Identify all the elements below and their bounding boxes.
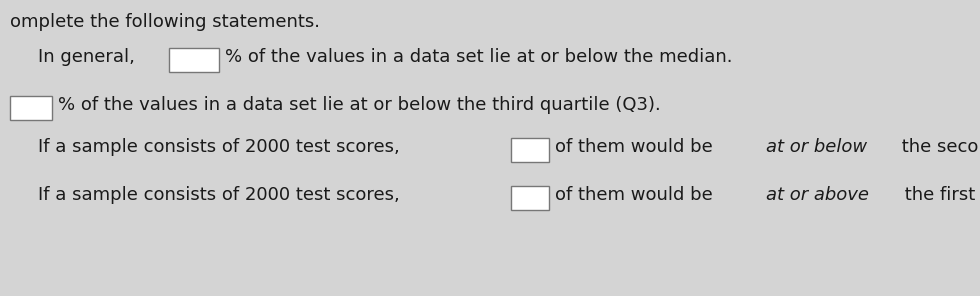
Text: of them would be: of them would be: [555, 186, 718, 204]
Text: % of the values in a data set lie at or below the third quartile (Q3).: % of the values in a data set lie at or …: [58, 96, 661, 114]
Text: If a sample consists of 2000 test scores,: If a sample consists of 2000 test scores…: [38, 138, 400, 156]
Text: In general,: In general,: [38, 48, 135, 66]
Text: If a sample consists of 2000 test scores,: If a sample consists of 2000 test scores…: [38, 186, 400, 204]
Text: of them would be: of them would be: [555, 138, 718, 156]
Text: at or below: at or below: [765, 138, 867, 156]
Text: omplete the following statements.: omplete the following statements.: [10, 13, 320, 31]
FancyBboxPatch shape: [511, 186, 549, 210]
Text: % of the values in a data set lie at or below the median.: % of the values in a data set lie at or …: [225, 48, 732, 66]
Text: the first quartile (Q1).: the first quartile (Q1).: [899, 186, 980, 204]
Text: the second quartile (Q2).: the second quartile (Q2).: [897, 138, 980, 156]
Text: at or above: at or above: [765, 186, 868, 204]
FancyBboxPatch shape: [10, 96, 52, 120]
FancyBboxPatch shape: [169, 48, 219, 72]
FancyBboxPatch shape: [511, 138, 549, 162]
